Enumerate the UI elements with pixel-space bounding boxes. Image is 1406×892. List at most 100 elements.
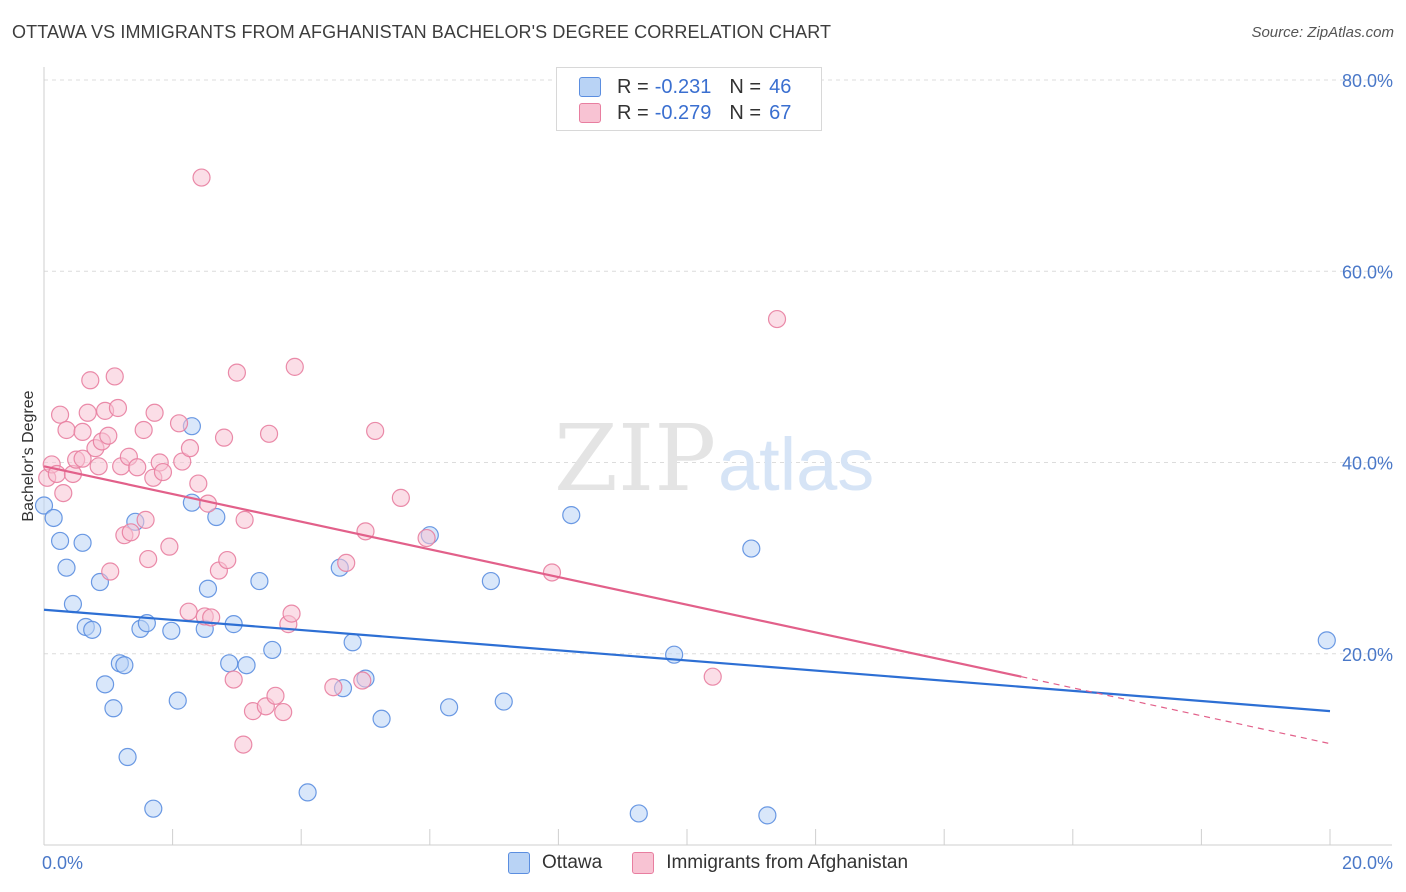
ottawa-point <box>237 656 256 675</box>
y-axis-label: Bachelor's Degree <box>20 390 37 521</box>
watermark: ZIP atlas <box>554 405 874 512</box>
afghan-point <box>81 371 100 390</box>
afghan-point <box>218 550 237 570</box>
afghan-point <box>235 510 254 529</box>
afghan-point <box>160 537 179 556</box>
y-tick-label: 80.0% <box>1342 71 1393 91</box>
afghan-point <box>703 667 722 686</box>
ottawa-point <box>63 594 83 614</box>
legend-swatch-ottawa <box>579 77 601 97</box>
ottawa-point <box>168 691 187 710</box>
afghan-point <box>108 398 128 418</box>
afghan-point <box>105 367 124 386</box>
ottawa-point <box>629 804 648 823</box>
afghan-point <box>128 458 147 477</box>
legend-r-label: R = <box>617 101 649 124</box>
ottawa-point <box>162 621 181 640</box>
y-tick-label: 20.0% <box>1342 645 1393 665</box>
afghan-point <box>78 403 97 422</box>
trend-lines <box>43 465 1331 745</box>
legend-stats: R = -0.231 N = 46 R = -0.279 N = 67 <box>556 67 822 131</box>
afghan-point <box>266 686 285 705</box>
ottawa-point <box>44 508 63 528</box>
afghan-point <box>153 462 173 482</box>
legend-label-ottawa: Ottawa <box>542 852 603 873</box>
afghan-point <box>285 357 304 376</box>
ottawa-point <box>104 699 123 718</box>
ottawa-point <box>758 806 777 825</box>
x-tick-marks <box>43 829 1331 845</box>
ottawa-point <box>34 496 54 515</box>
afghan-points <box>38 168 787 754</box>
legend-n-value: 46 <box>769 75 792 98</box>
ottawa-point <box>73 533 92 552</box>
afghan-point <box>145 403 164 422</box>
ottawa-point <box>118 747 137 767</box>
afghan-point <box>139 549 158 569</box>
afghan-point <box>274 702 293 722</box>
afghan-point <box>99 426 118 445</box>
ottawa-point <box>83 620 102 639</box>
legend-r-value: -0.279 <box>654 101 712 124</box>
legend-swatch-ottawa <box>508 852 530 874</box>
ottawa-point <box>144 799 163 818</box>
afghan-point <box>417 528 436 548</box>
afghan-point <box>337 553 356 573</box>
afghan-point <box>259 424 279 443</box>
ottawa-point <box>57 558 76 577</box>
afghan-point <box>192 168 211 187</box>
legend-label-afghan: Immigrants from Afghanistan <box>666 852 909 873</box>
y-tick-label: 40.0% <box>1342 454 1393 474</box>
afghan-point <box>227 363 246 382</box>
afghan-point <box>234 735 253 754</box>
afghan-point <box>169 414 189 433</box>
ottawa-point <box>220 654 239 673</box>
afghan-point <box>50 405 70 424</box>
ottawa-point <box>562 505 581 525</box>
afghan-point <box>173 452 192 471</box>
afghan-point <box>134 420 153 440</box>
ottawa-point <box>95 675 115 694</box>
afghan-point <box>136 510 155 529</box>
afghan-point <box>89 457 108 476</box>
legend-n-value: 67 <box>769 101 792 124</box>
afghan-point <box>54 484 73 503</box>
afghan-point <box>73 449 92 468</box>
afghan-point <box>57 420 76 440</box>
ottawa-point <box>481 571 500 591</box>
ottawa-point <box>343 633 362 652</box>
y-tick-label: 60.0% <box>1342 262 1393 282</box>
afghan-point <box>73 422 92 441</box>
afghan-point <box>282 604 301 623</box>
watermark-atlas: atlas <box>718 423 874 506</box>
afghan-point <box>101 562 120 581</box>
legend-r-label: R = <box>617 75 649 98</box>
ottawa-point <box>742 539 761 558</box>
afghan-point <box>180 439 200 458</box>
x-tick-label-max: 20.0% <box>1342 853 1393 873</box>
afghan-point <box>324 678 343 697</box>
ottawa-trend-line <box>43 608 1331 713</box>
legend-swatch-afghan <box>579 103 601 123</box>
ottawa-point <box>494 692 513 711</box>
legend-n-label: N = <box>729 75 762 98</box>
chart-title: OTTAWA VS IMMIGRANTS FROM AFGHANISTAN BA… <box>12 22 832 42</box>
afghan-trend-extension <box>1021 676 1331 745</box>
grid <box>44 79 1392 655</box>
ottawa-point <box>372 709 391 728</box>
ottawa-point <box>50 531 70 551</box>
legend-row-ottawa: R = -0.231 N = 46 <box>579 75 791 99</box>
ottawa-point <box>439 698 459 717</box>
afghan-trend-line <box>43 465 1022 678</box>
legend-row-afghan: R = -0.279 N = 67 <box>579 101 791 125</box>
ottawa-point <box>298 783 317 802</box>
ottawa-point <box>1317 631 1336 650</box>
afghan-point <box>189 474 208 493</box>
afghan-point <box>353 671 372 690</box>
legend-item-afghan: Immigrants from Afghanistan <box>632 852 908 874</box>
y-tick-labels: 20.0% 40.0% 60.0% 80.0% <box>1342 71 1393 665</box>
ottawa-point <box>115 656 134 675</box>
x-tick-label-min: 0.0% <box>42 853 83 873</box>
afghan-point <box>179 602 198 621</box>
